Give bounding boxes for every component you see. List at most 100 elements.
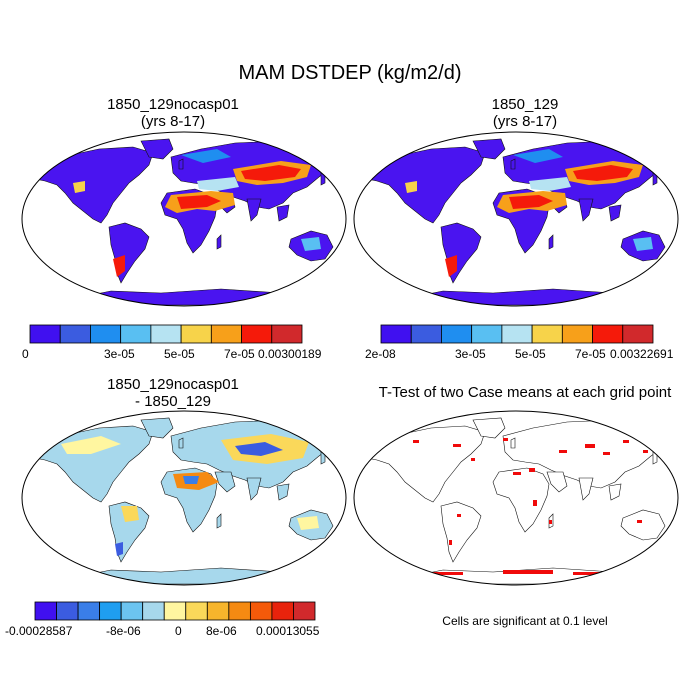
cb3-label-4: 0.00013055 <box>256 624 320 638</box>
cb1-label-0: 0 <box>22 347 29 361</box>
colorbar-case1-labels: 0 3e-05 5e-05 7e-05 0.00300189 <box>22 347 322 363</box>
colorbar-swatch <box>531 324 563 344</box>
cb2-label-4: 0.00322691 <box>610 347 674 361</box>
panel1-title-line2: (yrs 8-17) <box>140 113 206 130</box>
landmass-southAmerica <box>440 501 482 563</box>
panel4-title: T-Test of two Case means at each grid po… <box>355 384 695 401</box>
diff-patagonia <box>115 542 123 556</box>
dust-asia-core <box>573 165 633 181</box>
landmass-antarctica <box>70 567 322 585</box>
colorbar-swatch <box>561 324 593 344</box>
dust-sw-us <box>73 181 85 193</box>
landmass-madagascar <box>548 234 554 250</box>
cb1-label-4: 0.00300189 <box>258 347 322 361</box>
map-case1 <box>21 131 347 307</box>
cb2-label-0: 2e-08 <box>365 347 396 361</box>
landmass-northAmerica <box>32 146 154 224</box>
landmass-greenland <box>140 138 174 160</box>
significant-cell <box>559 450 567 453</box>
dust-australia <box>633 237 653 251</box>
ttest-note: Cells are significant at 0.1 level <box>442 614 608 628</box>
colorbar-swatch <box>293 601 316 621</box>
landmass-uk <box>510 437 516 449</box>
landmass-greenland <box>472 138 506 160</box>
landmass-antarctica <box>402 288 654 306</box>
dust-patagonia <box>113 255 125 277</box>
landmass-madagascar <box>216 234 222 250</box>
colorbar-swatch <box>210 324 242 344</box>
panel1-title: 1850_129nocasp01 (yrs 8-17) <box>48 96 298 130</box>
cb3-label-2: 0 <box>175 624 182 638</box>
landmass-japan <box>652 447 658 465</box>
map-content <box>22 132 346 306</box>
panel3-title-line1: 1850_129nocasp01 <box>107 376 239 393</box>
colorbar-swatch <box>441 324 473 344</box>
colorbar-swatch <box>501 324 533 344</box>
dust-sw-us <box>405 181 417 193</box>
cb2-label-2: 5e-05 <box>515 347 546 361</box>
diff-asia-negative <box>235 442 283 456</box>
significant-cell <box>643 450 648 453</box>
landmass-seAsia <box>608 483 622 501</box>
dust-asia-core <box>241 165 301 181</box>
significant-cell <box>453 444 461 447</box>
significant-cell <box>433 572 463 575</box>
cb2-label-3: 7e-05 <box>575 347 606 361</box>
cb3-label-1: -8e-06 <box>106 624 141 638</box>
cb2-label-1: 3e-05 <box>455 347 486 361</box>
colorbar-swatch <box>163 601 187 621</box>
landmass-india <box>578 198 594 222</box>
map-difference <box>21 410 347 586</box>
colorbar-swatch <box>380 324 412 344</box>
colorbar-swatch <box>622 324 654 344</box>
diff-samerica <box>121 506 139 522</box>
landmass-northAmerica <box>364 146 486 224</box>
dust-australia <box>301 237 321 251</box>
map-case2 <box>353 131 679 307</box>
cb1-label-3: 7e-05 <box>224 347 255 361</box>
colorbar-difference <box>34 601 316 621</box>
landmass-seAsia <box>608 204 622 222</box>
map-border <box>353 131 679 307</box>
colorbar-swatch <box>150 324 182 344</box>
significant-cell <box>637 520 642 523</box>
significant-cell <box>529 468 535 472</box>
landmass-antarctica <box>70 288 322 306</box>
colorbar-swatch <box>59 324 91 344</box>
significant-cell <box>623 440 629 443</box>
significant-cell <box>503 438 508 441</box>
landmass-uk <box>178 158 184 170</box>
panel4-title-line1: T-Test of two Case means at each grid po… <box>378 384 672 401</box>
significant-cell <box>513 472 521 475</box>
cb1-label-2: 5e-05 <box>164 347 195 361</box>
colorbar-swatch <box>99 601 122 621</box>
dust-patagonia <box>445 255 457 277</box>
cb3-label-3: 8e-06 <box>206 624 237 638</box>
landmass-india <box>578 477 594 501</box>
figure-title: MAM DSTDEP (kg/m2/d) <box>238 62 462 84</box>
colorbar-swatch <box>206 601 230 621</box>
colorbar-swatch <box>29 324 61 344</box>
landmass-arabia <box>546 471 568 493</box>
colorbar-swatch <box>241 324 273 344</box>
significant-cell <box>449 540 452 545</box>
landmass-madagascar <box>216 513 222 529</box>
significant-cell <box>573 572 613 575</box>
colorbar-swatch <box>120 601 144 621</box>
panel3-title-line2: - 1850_129 <box>135 393 211 410</box>
landmass-greenland <box>472 417 506 439</box>
colorbar-swatch <box>56 601 79 621</box>
landmass-seAsia <box>276 483 290 501</box>
colorbar-swatch <box>142 601 165 621</box>
dust-sahara-core <box>509 195 553 209</box>
significant-cell <box>413 440 419 443</box>
colorbar-swatch <box>180 324 212 344</box>
panel1-title-line1: 1850_129nocasp01 <box>107 96 239 113</box>
colorbar-swatch <box>90 324 122 344</box>
colorbar-swatch <box>271 324 303 344</box>
map-ttest <box>353 410 679 586</box>
landmass-uk <box>510 158 516 170</box>
diff-australia <box>297 516 319 530</box>
colorbar-swatch <box>228 601 251 621</box>
dust-sahara-core <box>177 195 221 209</box>
